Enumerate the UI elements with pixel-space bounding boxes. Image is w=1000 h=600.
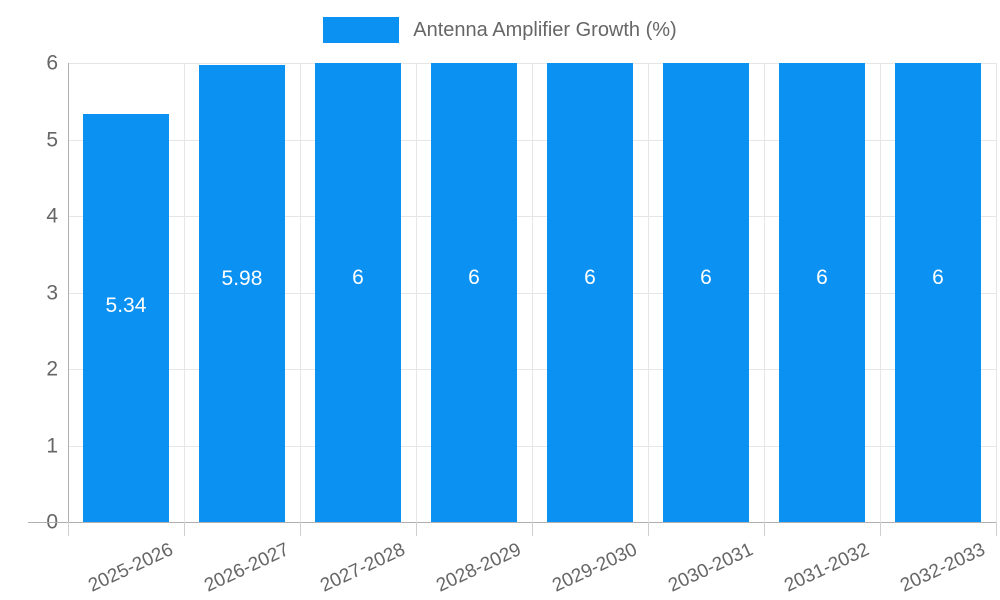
legend-swatch-icon — [323, 17, 400, 43]
bar-value-label-2029-2030: 6 — [584, 266, 596, 290]
y-tick-label-5: 5 — [46, 128, 58, 151]
bar-2031-2032[interactable]: 6 — [779, 63, 865, 522]
chart-legend: Antenna Amplifier Growth (%) — [0, 12, 1000, 48]
x-axis-tick-mark — [68, 522, 69, 536]
x-axis-tick-mark — [764, 522, 765, 536]
x-axis-tick-mark — [880, 522, 881, 536]
bar-value-label-2030-2031: 6 — [700, 266, 712, 290]
x-axis-line — [28, 522, 996, 523]
gridline-x-5 — [648, 63, 649, 522]
y-tick-label-2: 2 — [46, 357, 58, 381]
x-tick-label-2028-2029: 2028-2029 — [433, 539, 525, 597]
bar-2029-2030[interactable]: 6 — [547, 63, 633, 522]
x-axis-tick-mark — [184, 522, 185, 536]
gridline-x-1 — [184, 63, 185, 522]
legend-item-antenna-amplifier-growth[interactable]: Antenna Amplifier Growth (%) — [323, 17, 677, 43]
x-axis-tick-mark — [996, 522, 997, 536]
x-tick-label-2026-2027: 2026-2027 — [201, 539, 293, 597]
x-tick-label-2027-2028: 2027-2028 — [317, 539, 409, 597]
y-tick-label-1: 1 — [46, 434, 58, 457]
bar-2025-2026[interactable]: 5.34 — [83, 113, 169, 522]
legend-label: Antenna Amplifier Growth (%) — [413, 19, 677, 41]
x-axis-tick-mark — [532, 522, 533, 536]
bar-2027-2028[interactable]: 6 — [315, 63, 401, 522]
bar-2026-2027[interactable]: 5.98 — [199, 64, 285, 522]
gridline-x-4 — [532, 63, 533, 522]
gridline-x-8 — [996, 63, 997, 522]
x-axis-tick-mark — [416, 522, 417, 536]
bar-value-label-2026-2027: 5.98 — [221, 267, 263, 291]
x-axis-tick-labels: 2025-2026 2026-2027 2027-2028 2028-2029 2029… — [68, 522, 997, 600]
y-tick-label-4: 4 — [46, 204, 58, 228]
y-axis-line — [68, 63, 69, 522]
bar-value-label-2032-2033: 6 — [932, 266, 944, 290]
gridline-x-7 — [880, 63, 881, 522]
bar-series-antenna-amplifier-growth: 5.34 5.98 6 6 6 6 6 6 — [68, 63, 996, 522]
x-axis-tick-mark — [648, 522, 649, 536]
x-tick-label-2025-2026: 2025-2026 — [85, 539, 177, 597]
y-tick-label-6: 6 — [46, 51, 58, 75]
bar-value-label-2027-2028: 6 — [352, 266, 364, 290]
bar-2030-2031[interactable]: 6 — [663, 63, 749, 522]
gridline-x-3 — [416, 63, 417, 522]
x-tick-label-2029-2030: 2029-2030 — [549, 539, 641, 597]
bar-value-label-2031-2032: 6 — [816, 266, 828, 290]
x-tick-label-2031-2032: 2031-2032 — [781, 539, 873, 597]
vertical-gridlines — [68, 63, 997, 522]
x-tick-label-2030-2031: 2030-2031 — [665, 539, 757, 597]
gridline-x-6 — [764, 63, 765, 522]
bar-2032-2033[interactable]: 6 — [895, 63, 981, 522]
bar-value-label-2028-2029: 6 — [468, 266, 480, 290]
bar-value-label-2025-2026: 5.34 — [105, 294, 147, 318]
gridline-x-2 — [300, 63, 301, 522]
plot-area: 5.34 5.98 6 6 6 6 6 6 — [68, 63, 997, 523]
bar-2028-2029[interactable]: 6 — [431, 63, 517, 522]
y-tick-label-3: 3 — [46, 281, 58, 304]
x-axis-tick-mark — [300, 522, 301, 536]
x-tick-label-2032-2033: 2032-2033 — [897, 539, 989, 597]
